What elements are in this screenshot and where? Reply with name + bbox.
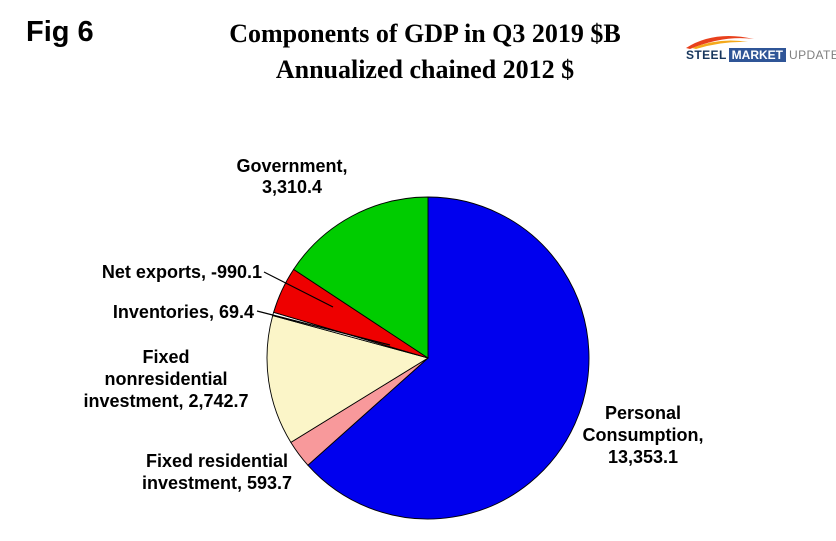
label-fixed-nonresidential-investment: Fixed nonresidential investment, 2,742.7 — [83, 347, 249, 411]
figure-number: Fig 6 — [26, 16, 94, 48]
logo-swoosh-orange — [692, 40, 748, 49]
logo-text: STEEL MARKET UPDATE — [686, 48, 836, 62]
label-net-exports: Net exports, -990.1 — [101, 262, 262, 282]
chart-title-line1: Components of GDP in Q3 2019 $B — [229, 19, 621, 48]
logo-market: MARKET — [728, 48, 786, 62]
pie-slice-personal-consumption — [307, 196, 590, 520]
pie-slice-government — [292, 196, 429, 359]
logo-swoosh-icon — [686, 36, 754, 49]
label-inventories: Inventories, 69.4 — [112, 302, 254, 322]
leader-line-net-exports — [263, 271, 334, 308]
logo-steel: STEEL — [686, 48, 727, 62]
label-government: Government, 3,310.4 — [236, 156, 348, 197]
chart-title: Components of GDP in Q3 2019 $B Annualiz… — [120, 16, 730, 88]
steel-market-update-logo: STEEL MARKET UPDATE — [686, 34, 836, 64]
chart-title-line2: Annualized chained 2012 $ — [275, 55, 575, 84]
logo-update: UPDATE — [789, 48, 836, 62]
label-personal-consumption: Personal Consumption, 13,353.1 — [582, 403, 704, 467]
leader-line-inventories — [256, 310, 391, 346]
pie-slices-group — [266, 196, 590, 520]
leader-lines-group — [256, 271, 391, 346]
label-fixed-residential-investment: Fixed residential investment, 593.7 — [141, 451, 293, 493]
